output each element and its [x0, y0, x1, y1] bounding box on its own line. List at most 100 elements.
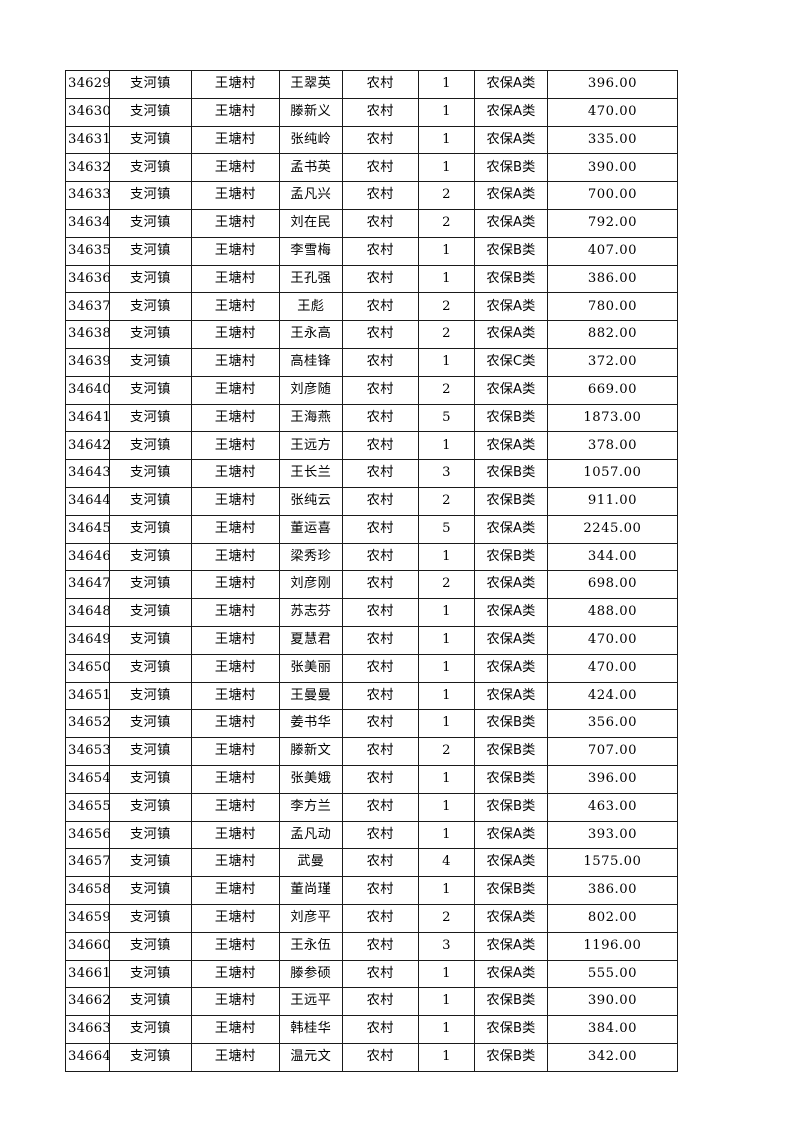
cell-type: 农村: [341, 876, 419, 905]
table-row: 34656 支河镇 王塘村 孟凡动 农村 1 农保A类 393.00: [64, 820, 679, 850]
cell-id: 34661: [64, 959, 111, 989]
cell-id: 34636: [64, 264, 111, 294]
cell-type: 农村: [341, 486, 419, 516]
cell-name: 滕新文: [278, 737, 343, 766]
cell-name: 董尚瑾: [278, 876, 343, 905]
table-row: 34639 支河镇 王塘村 高桂锋 农村 1 农保C类 372.00: [64, 347, 679, 377]
cell-id: 34653: [64, 737, 111, 766]
cell-name: 王孔强: [278, 264, 343, 294]
cell-town: 支河镇: [109, 208, 192, 238]
cell-village: 王塘村: [190, 848, 280, 878]
cell-amount: 386.00: [546, 264, 679, 294]
cell-class: 农保A类: [474, 903, 548, 933]
cell-class: 农保A类: [474, 97, 548, 127]
table-row: 34636 支河镇 王塘村 王孔强 农村 1 农保B类 386.00: [64, 264, 679, 294]
table-row: 34632 支河镇 王塘村 孟书英 农村 1 农保B类 390.00: [64, 153, 679, 183]
table-row: 34664 支河镇 王塘村 温元文 农村 1 农保B类 342.00: [64, 1042, 679, 1072]
cell-type: 农村: [341, 403, 419, 433]
cell-count: 2: [417, 570, 476, 600]
cell-town: 支河镇: [109, 570, 192, 600]
cell-town: 支河镇: [109, 959, 192, 989]
cell-class: 农保B类: [474, 737, 548, 766]
cell-name: 王永高: [278, 320, 343, 349]
cell-amount: 669.00: [546, 375, 679, 405]
cell-class: 农保A类: [474, 848, 548, 878]
cell-town: 支河镇: [109, 431, 192, 461]
roster-table: 34629 支河镇 王塘村 王翠英 农村 1 农保A类 396.00 34630 支河镇 王塘村 滕新…: [64, 70, 679, 1072]
cell-count: 1: [417, 709, 476, 739]
cell-count: 1: [417, 70, 476, 99]
cell-class: 农保A类: [474, 320, 548, 349]
cell-id: 34660: [64, 931, 111, 961]
cell-type: 农村: [341, 987, 419, 1017]
cell-type: 农村: [341, 681, 419, 711]
cell-id: 34645: [64, 514, 111, 544]
cell-class: 农保B类: [474, 236, 548, 266]
cell-class: 农保B类: [474, 264, 548, 294]
cell-village: 王塘村: [190, 264, 280, 294]
cell-id: 34648: [64, 598, 111, 627]
cell-village: 王塘村: [190, 181, 280, 210]
cell-count: 1: [417, 681, 476, 711]
cell-amount: 344.00: [546, 542, 679, 572]
cell-type: 农村: [341, 208, 419, 238]
cell-name: 刘彦随: [278, 375, 343, 405]
cell-count: 1: [417, 625, 476, 655]
cell-count: 1: [417, 1015, 476, 1044]
cell-amount: 386.00: [546, 876, 679, 905]
cell-id: 34662: [64, 987, 111, 1017]
cell-type: 农村: [341, 570, 419, 600]
cell-type: 农村: [341, 653, 419, 683]
cell-village: 王塘村: [190, 320, 280, 349]
cell-type: 农村: [341, 264, 419, 294]
table-row: 34651 支河镇 王塘村 王曼曼 农村 1 农保A类 424.00: [64, 681, 679, 711]
cell-count: 1: [417, 542, 476, 572]
cell-class: 农保A类: [474, 125, 548, 155]
cell-count: 2: [417, 375, 476, 405]
cell-class: 农保B类: [474, 153, 548, 183]
cell-type: 农村: [341, 931, 419, 961]
cell-village: 王塘村: [190, 959, 280, 989]
cell-village: 王塘村: [190, 486, 280, 516]
cell-amount: 390.00: [546, 153, 679, 183]
roster-table-body: 34629 支河镇 王塘村 王翠英 农村 1 农保A类 396.00 34630 支河镇 王塘村 滕新…: [64, 70, 679, 1072]
cell-town: 支河镇: [109, 542, 192, 572]
cell-id: 34651: [64, 681, 111, 711]
cell-town: 支河镇: [109, 1042, 192, 1072]
cell-type: 农村: [341, 625, 419, 655]
cell-amount: 393.00: [546, 820, 679, 850]
cell-name: 王远方: [278, 431, 343, 461]
cell-amount: 707.00: [546, 737, 679, 766]
cell-town: 支河镇: [109, 820, 192, 850]
cell-id: 34640: [64, 375, 111, 405]
cell-type: 农村: [341, 459, 419, 488]
cell-amount: 1873.00: [546, 403, 679, 433]
cell-town: 支河镇: [109, 181, 192, 210]
table-row: 34658 支河镇 王塘村 董尚瑾 农村 1 农保B类 386.00: [64, 876, 679, 905]
cell-amount: 882.00: [546, 320, 679, 349]
cell-town: 支河镇: [109, 709, 192, 739]
cell-town: 支河镇: [109, 125, 192, 155]
cell-count: 1: [417, 792, 476, 822]
cell-id: 34631: [64, 125, 111, 155]
cell-village: 王塘村: [190, 820, 280, 850]
cell-amount: 372.00: [546, 347, 679, 377]
cell-town: 支河镇: [109, 653, 192, 683]
cell-town: 支河镇: [109, 486, 192, 516]
cell-class: 农保C类: [474, 347, 548, 377]
cell-village: 王塘村: [190, 792, 280, 822]
cell-town: 支河镇: [109, 681, 192, 711]
cell-village: 王塘村: [190, 375, 280, 405]
cell-count: 1: [417, 1042, 476, 1072]
cell-count: 1: [417, 125, 476, 155]
table-row: 34662 支河镇 王塘村 王远平 农村 1 农保B类 390.00: [64, 987, 679, 1017]
cell-count: 5: [417, 514, 476, 544]
cell-class: 农保A类: [474, 931, 548, 961]
table-row: 34654 支河镇 王塘村 张美娥 农村 1 农保B类 396.00: [64, 764, 679, 794]
cell-village: 王塘村: [190, 876, 280, 905]
cell-type: 农村: [341, 1042, 419, 1072]
cell-name: 孟书英: [278, 153, 343, 183]
cell-town: 支河镇: [109, 375, 192, 405]
cell-village: 王塘村: [190, 292, 280, 322]
